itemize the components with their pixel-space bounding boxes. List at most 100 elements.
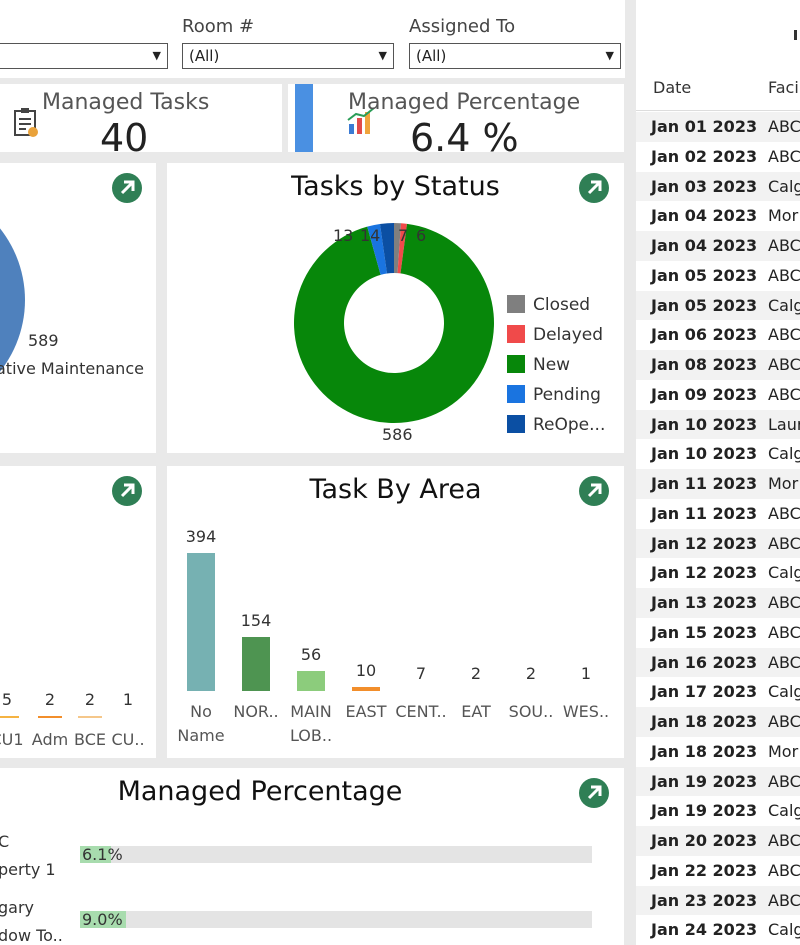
table-row[interactable]: Jan 08 2023 ABC: [636, 350, 800, 380]
open-details-button[interactable]: [112, 476, 142, 506]
table-row[interactable]: Jan 04 2023 Mor: [636, 201, 800, 232]
area-bar[interactable]: [242, 637, 270, 691]
area-bar-category: SOU..: [508, 702, 554, 721]
table-row[interactable]: Jan 11 2023 ABC: [636, 498, 800, 529]
table-cell-facility: Mor: [768, 206, 799, 226]
table-row[interactable]: Jan 16 2023 ABC: [636, 647, 800, 678]
table-row[interactable]: Jan 04 2023 ABC: [636, 231, 800, 261]
area-bar[interactable]: [572, 689, 600, 691]
table-row[interactable]: Jan 13 2023 ABC: [636, 588, 800, 618]
table-row[interactable]: Jan 18 2023 Mor: [636, 736, 800, 767]
table-row[interactable]: Jan 05 2023 Calg: [636, 290, 800, 321]
table-row[interactable]: Jan 12 2023 ABC: [636, 528, 800, 559]
status-data-label: 586: [382, 425, 413, 444]
building-bar[interactable]: [78, 716, 102, 718]
open-details-button[interactable]: [579, 173, 609, 203]
table-cell-facility: ABC: [768, 236, 800, 255]
table-cell-date: Jan 02 2023: [651, 146, 758, 166]
tasks-by-category-panel: 589 ative Maintenance: [0, 163, 156, 453]
kpi-managed-tasks: Managed Tasks 40: [0, 84, 282, 152]
table-row[interactable]: Jan 02 2023 ABC: [636, 141, 800, 172]
legend-label: New: [533, 355, 571, 375]
building-bar-category: CU..: [111, 730, 145, 749]
table-row[interactable]: Jan 20 2023 ABC: [636, 826, 800, 856]
first-filter-select[interactable]: ▼: [0, 43, 168, 69]
table-body: Jan 01 2023 ABC Jan 02 2023 ABC Jan 03 2023 C…: [636, 112, 800, 945]
table-row[interactable]: Jan 22 2023 ABC: [636, 855, 800, 886]
table-row[interactable]: Jan 10 2023 Calg: [636, 439, 800, 470]
filter-bar: ▼ Room # (All) ▼ Assigned To (All) ▼: [0, 0, 625, 78]
assigned-filter-value: (All): [416, 47, 447, 65]
table-row[interactable]: Jan 19 2023 Calg: [636, 796, 800, 827]
table-cell-facility: ABC: [768, 503, 800, 523]
area-bar-value: 2: [470, 664, 482, 683]
area-bar[interactable]: [462, 689, 490, 691]
table-header-facility[interactable]: Faci: [768, 78, 799, 97]
table-cell-facility: ABC: [768, 712, 800, 731]
area-bar[interactable]: [187, 553, 215, 691]
donut-slice-closed[interactable]: [394, 223, 402, 274]
table-row[interactable]: Jan 12 2023 Calg: [636, 558, 800, 589]
area-bar[interactable]: [352, 687, 380, 691]
area-bar-value: 2: [525, 664, 537, 683]
open-details-button[interactable]: [579, 778, 609, 808]
open-details-button[interactable]: [112, 173, 142, 203]
category-value-label: 589: [28, 331, 59, 350]
building-bar-category: Adm: [31, 730, 69, 749]
table-cell-date: Jan 01 2023: [651, 117, 758, 136]
area-bar-value: 154: [240, 611, 272, 631]
table-row[interactable]: Jan 19 2023 ABC: [636, 766, 800, 797]
table-row[interactable]: Jan 09 2023 ABC: [636, 379, 800, 410]
kpi-managed-percentage-value: 6.4 %: [410, 116, 519, 152]
table-cell-date: Jan 12 2023: [651, 563, 758, 583]
table-row[interactable]: Jan 05 2023 ABC: [636, 260, 800, 291]
table-header-date[interactable]: Date: [653, 78, 692, 97]
managed-percentage-panel: Managed Percentage C perty 1 6.1% gary d…: [0, 768, 624, 945]
legend-item-delayed[interactable]: Delayed: [507, 325, 603, 347]
assigned-filter-select[interactable]: (All) ▼: [409, 43, 621, 69]
area-bar[interactable]: [407, 689, 435, 691]
area-bar-category: EAST: [345, 702, 387, 721]
table-cell-date: Jan 04 2023: [651, 206, 758, 226]
table-row[interactable]: Jan 15 2023 ABC: [636, 617, 800, 648]
kpi-managed-tasks-value: 40: [100, 116, 149, 152]
open-details-button[interactable]: [579, 476, 609, 506]
legend-item-closed[interactable]: Closed: [507, 295, 590, 317]
donut-slice-reopened[interactable]: [379, 223, 394, 274]
building-bar[interactable]: [0, 716, 19, 718]
donut-slice-delayed[interactable]: [397, 223, 408, 274]
table-row[interactable]: Jan 17 2023 Calg: [636, 677, 800, 708]
table-row[interactable]: Jan 23 2023 ABC: [636, 885, 800, 916]
table-cell-facility: ABC: [768, 831, 800, 850]
donut-slice-new[interactable]: [294, 223, 494, 423]
building-bar[interactable]: [38, 716, 62, 718]
legend-item-pending[interactable]: Pending: [507, 385, 601, 407]
table-row[interactable]: Jan 01 2023 ABC: [636, 112, 800, 142]
table-cell-facility: ABC: [768, 117, 800, 136]
table-row[interactable]: Jan 11 2023 Mor: [636, 469, 800, 499]
table-cell-facility: Calg: [768, 444, 800, 464]
room-filter-select[interactable]: (All) ▼: [182, 43, 394, 69]
area-bar[interactable]: [517, 689, 545, 691]
table-row[interactable]: Jan 24 2023 Calg: [636, 915, 800, 945]
area-bar-category: WES..: [562, 702, 610, 721]
legend-item-reopened[interactable]: ReOpe...: [507, 415, 605, 437]
table-row[interactable]: Jan 06 2023 ABC: [636, 320, 800, 351]
table-cell-date: Jan 19 2023: [651, 771, 758, 791]
area-bars: 394 No Name 154 NOR.. 56 MAIN LOB.. 10 EAST 7 CEN…: [167, 466, 624, 758]
arrow-up-right-icon: [587, 483, 602, 498]
building-bar[interactable]: [116, 716, 140, 718]
managed-pct-bar[interactable]: [80, 846, 112, 863]
table-row[interactable]: Jan 03 2023 Calg: [636, 171, 800, 202]
task-by-area-title: Task By Area: [309, 474, 482, 505]
donut-slice-pending[interactable]: [367, 223, 387, 275]
area-bar[interactable]: [297, 671, 325, 691]
legend-item-new[interactable]: New: [507, 355, 570, 377]
table-cell-date: Jan 13 2023: [651, 593, 758, 612]
managed-pct-bar[interactable]: [80, 911, 127, 928]
table-row[interactable]: Jan 10 2023 Laur: [636, 409, 800, 440]
table-row[interactable]: Jan 18 2023 ABC: [636, 707, 800, 737]
arrow-up-right-icon: [120, 180, 135, 195]
area-bar-category: NOR..: [233, 702, 279, 721]
table-cell-date: Jan 17 2023: [651, 682, 758, 702]
